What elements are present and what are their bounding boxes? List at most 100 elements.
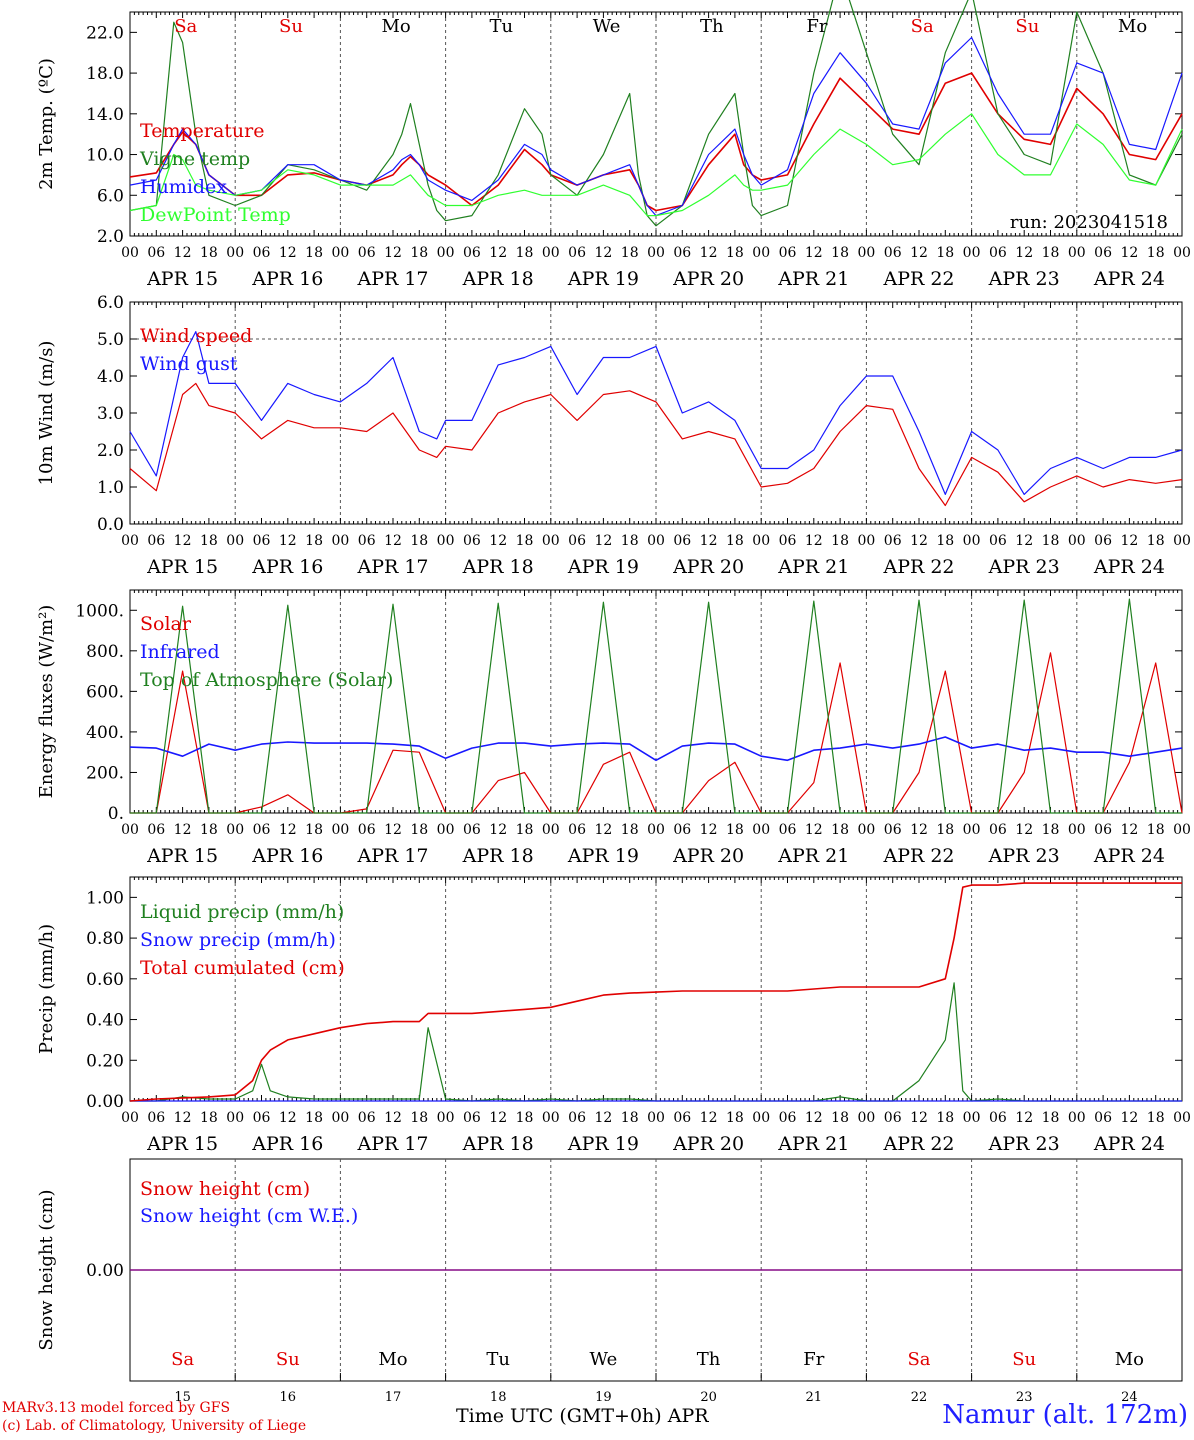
y-tick-label: 200. [86,763,124,783]
hour-tick-label: 00 [1173,245,1191,261]
y-tick-label: 0.0 [97,515,124,535]
hour-tick-label: 06 [358,1110,376,1126]
hour-tick-label: 18 [1042,533,1060,549]
day-number: 20 [700,1390,717,1405]
y-tick-label: 6.0 [97,293,124,313]
hour-tick-label: 00 [1173,822,1191,838]
date-label: APR 19 [567,1133,639,1155]
hour-tick-label: 06 [779,1110,797,1126]
y-tick-label: 0.60 [86,970,124,990]
hour-tick-label: 06 [1094,533,1112,549]
date-label: APR 20 [672,1133,744,1155]
day-letter: Mo [382,16,411,37]
hour-tick-label: 00 [121,245,139,261]
legend-entry: Top of Atmosphere (Solar) [140,669,393,691]
hour-tick-label: 12 [489,822,507,838]
run-annotation: run: 2023041518 [1010,212,1168,233]
hour-tick-label: 06 [568,1110,586,1126]
day-letter: Su [279,16,303,37]
y-tick-label: 6.0 [97,186,124,206]
date-label: APR 17 [356,268,428,290]
date-label: APR 16 [251,556,323,578]
day-letter-bottom: Su [1012,1349,1036,1370]
hour-tick-label: 06 [1094,1110,1112,1126]
hour-tick-label: 12 [1015,533,1033,549]
hour-tick-label: 18 [726,1110,744,1126]
hour-tick-label: 06 [147,245,165,261]
hour-tick-label: 06 [1094,245,1112,261]
y-axis-label: Snow height (cm) [36,1189,57,1350]
hour-tick-label: 00 [121,533,139,549]
day-letter: Th [700,16,724,37]
date-label: APR 21 [777,845,849,867]
hour-tick-label: 12 [910,245,928,261]
hour-tick-label: 12 [594,822,612,838]
series-line-3 [129,36,1183,217]
date-label: APR 17 [356,556,428,578]
day-letter: Fr [806,16,827,37]
hour-tick-label: 06 [884,822,902,838]
hour-tick-label: 18 [410,533,428,549]
hour-tick-label: 12 [700,1110,718,1126]
hour-tick-label: 00 [226,245,244,261]
hour-tick-label: 18 [1147,822,1165,838]
y-axis-label: 10m Wind (m/s) [36,341,57,486]
credits: MARv3.13 model forced by GFS (c) Lab. of… [2,1399,306,1435]
hour-tick-label: 06 [779,245,797,261]
hour-tick-label: 18 [831,245,849,261]
hour-tick-label: 00 [647,1110,665,1126]
hour-tick-label: 00 [963,245,981,261]
hour-tick-label: 18 [200,245,218,261]
hour-tick-label: 12 [1120,245,1138,261]
hour-tick-label: 12 [279,533,297,549]
hour-tick-label: 18 [305,245,323,261]
hour-tick-label: 06 [147,533,165,549]
hour-tick-label: 00 [121,822,139,838]
x-axis-title: Time UTC (GMT+0h) APR [456,1405,709,1427]
hour-tick-label: 12 [489,245,507,261]
panel-1: 2.0 6.0 10.0 14.0 18.0 22.0 2m Temp. (ºC) Tempe… [36,0,1191,290]
hour-tick-label: 18 [621,533,639,549]
hour-tick-label: 12 [805,245,823,261]
y-tick-label: 2.0 [97,441,124,461]
hour-tick-label: 06 [358,822,376,838]
y-tick-label: 5.0 [97,330,124,350]
hour-tick-label: 12 [1015,245,1033,261]
hour-tick-label: 06 [673,1110,691,1126]
hour-tick-label: 06 [673,822,691,838]
hour-tick-label: 06 [253,822,271,838]
date-label: APR 16 [251,1133,323,1155]
hour-tick-label: 18 [831,1110,849,1126]
legend-entry: Humidex [140,176,227,198]
series-line-4 [129,113,1183,217]
date-label: APR 15 [146,845,218,867]
date-label: APR 22 [882,1133,954,1155]
hour-tick-label: 06 [989,1110,1007,1126]
date-label: APR 20 [672,845,744,867]
date-label: APR 21 [777,556,849,578]
y-axis-label: Energy fluxes (W/m²) [36,605,57,799]
panel-2: 0.0 1.0 2.0 3.0 4.0 5.0 6.0 10m Wind (m/s) Wind … [36,293,1191,578]
hour-tick-label: 12 [594,533,612,549]
hour-tick-label: 00 [647,245,665,261]
hour-tick-label: 06 [673,245,691,261]
hour-tick-label: 00 [857,1110,875,1126]
hour-tick-label: 18 [831,533,849,549]
y-tick-label: 0.00 [86,1092,124,1112]
hour-tick-label: 18 [936,1110,954,1126]
date-label: APR 15 [146,556,218,578]
day-letter: Tu [490,16,514,37]
series-line-2 [129,0,1183,227]
hour-tick-label: 12 [700,245,718,261]
hour-tick-label: 18 [831,822,849,838]
date-label: APR 22 [882,845,954,867]
date-label: APR 18 [462,268,534,290]
day-number: 19 [595,1390,612,1405]
hour-tick-label: 18 [305,1110,323,1126]
hour-tick-label: 00 [226,533,244,549]
hour-tick-label: 00 [542,245,560,261]
date-label: APR 20 [672,556,744,578]
panel-3: 0. 200. 400. 600. 800. 1000. Energy fluxes (W/… [36,589,1191,867]
credit-line-1: MARv3.13 model forced by GFS [2,1400,231,1416]
date-label: APR 15 [146,1133,218,1155]
